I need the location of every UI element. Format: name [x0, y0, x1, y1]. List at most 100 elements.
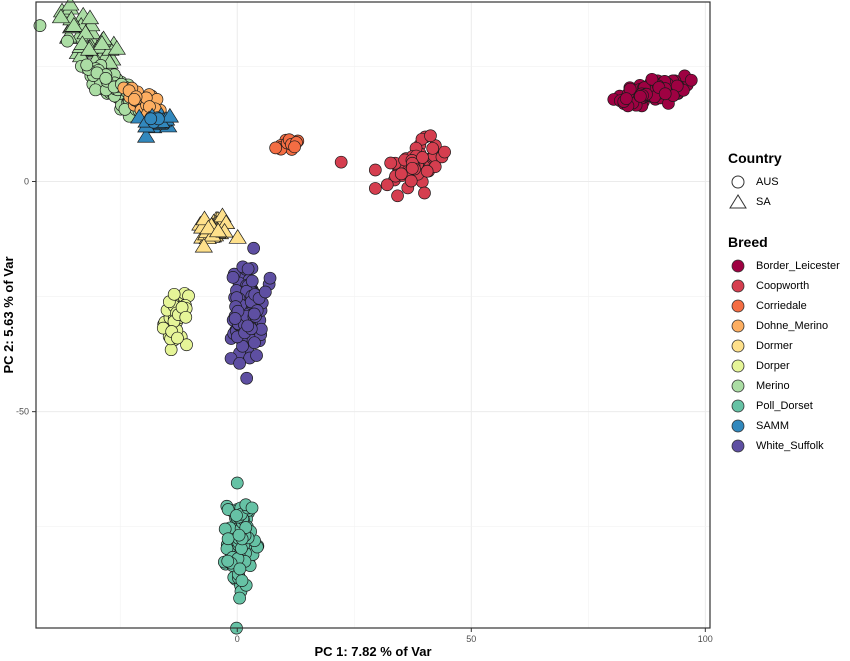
point-white-suffolk-aus	[241, 319, 255, 333]
legend: Country AUS SA Breed Border_Leicester Coop…	[728, 150, 840, 478]
color-swatch-icon	[728, 276, 748, 296]
legend-item-samm: SAMM	[728, 416, 840, 436]
legend-label: Poll_Dorset	[756, 400, 813, 412]
point-coopworth-aus	[426, 142, 440, 155]
color-swatch-icon	[728, 356, 748, 376]
point-poll-dorset-aus	[233, 562, 247, 576]
point-white-suffolk-aus	[226, 271, 240, 284]
point-dohne-merino-aus	[127, 92, 141, 106]
legend-title-breed: Breed	[728, 234, 768, 250]
legend-label: Dohne_Merino	[756, 320, 829, 332]
legend-breed: Breed Border_Leicester Coopworth Corriedal…	[728, 234, 840, 456]
legend-item-merino: Merino	[728, 376, 840, 396]
legend-item-aus: AUS	[728, 172, 840, 192]
point-white-suffolk-aus	[250, 349, 263, 362]
point-samm-aus	[144, 112, 158, 126]
x-tick-label: 50	[466, 634, 476, 644]
point-coopworth-aus	[438, 145, 451, 159]
circle-icon	[728, 172, 748, 192]
color-swatch-icon	[728, 316, 748, 336]
point-poll-dorset-aus	[221, 554, 235, 568]
point-merino-aus	[33, 19, 47, 32]
point-dorper-aus	[164, 343, 178, 357]
point-coopworth-aus	[418, 186, 431, 200]
legend-label: Border_Leicester	[756, 260, 840, 272]
point-coopworth-aus	[394, 167, 408, 181]
point-coopworth-aus	[384, 156, 398, 170]
point-coopworth-aus	[368, 163, 382, 177]
color-swatch-icon	[728, 436, 748, 456]
point-white-suffolk-aus	[263, 271, 277, 285]
point-dorper-aus	[171, 331, 184, 345]
legend-label: SA	[756, 196, 771, 208]
legend-label: AUS	[756, 176, 779, 188]
point-merino-aus	[61, 34, 74, 48]
legend-label: Dorper	[756, 360, 790, 372]
legend-label: SAMM	[756, 420, 789, 432]
y-axis-title: PC 2: 5.63 % of Var	[1, 256, 16, 373]
point-corriedale-aus	[288, 140, 301, 154]
point-coopworth-aus	[368, 182, 382, 195]
point-samm-sa	[160, 107, 180, 123]
legend-item-poll-dorset: Poll_Dorset	[728, 396, 840, 416]
point-poll-dorset-aus	[232, 528, 246, 542]
color-swatch-icon	[728, 396, 748, 416]
point-dorper-aus	[180, 338, 193, 352]
point-coopworth-aus	[405, 161, 419, 175]
point-coopworth-aus	[391, 189, 404, 203]
legend-label: White_Suffolk	[756, 440, 824, 452]
y-axis-ticks: 0 -50	[16, 177, 36, 417]
legend-item-sa: SA	[728, 192, 840, 212]
legend-country: Country AUS SA	[728, 150, 840, 212]
point-merino-sa	[76, 24, 95, 40]
grid-lines	[36, 2, 710, 628]
legend-item-coopworth: Coopworth	[728, 276, 840, 296]
point-white-suffolk-aus	[247, 241, 260, 255]
point-coopworth-aus	[404, 174, 418, 188]
point-dormer-sa	[194, 237, 213, 253]
color-swatch-icon	[728, 296, 748, 316]
data-points	[33, 0, 698, 635]
color-swatch-icon	[728, 256, 748, 276]
point-merino-aus	[99, 72, 113, 85]
y-tick-label: -50	[16, 407, 29, 417]
color-swatch-icon	[728, 376, 748, 396]
point-poll-dorset-aus	[230, 476, 244, 490]
point-dormer-sa	[228, 229, 247, 244]
point-white-suffolk-aus	[245, 274, 259, 288]
x-tick-label: 100	[698, 634, 713, 644]
legend-item-dormer: Dormer	[728, 336, 840, 356]
point-coopworth-aus	[416, 151, 429, 164]
point-merino-sa	[92, 35, 112, 50]
point-coopworth-aus	[380, 178, 394, 192]
point-merino-sa	[107, 39, 126, 55]
legend-label: Merino	[756, 380, 790, 392]
point-poll-dorset-aus	[230, 509, 243, 522]
point-corriedale-aus	[269, 141, 283, 155]
point-poll-dorset-aus	[235, 574, 249, 587]
legend-item-dohne-merino: Dohne_Merino	[728, 316, 840, 336]
point-white-suffolk-aus	[228, 312, 242, 325]
point-dormer-sa	[208, 222, 228, 238]
point-dorper-aus	[167, 287, 181, 301]
point-white-suffolk-aus	[258, 285, 272, 299]
y-tick-label: 0	[24, 177, 29, 187]
point-white-suffolk-aus	[233, 356, 246, 370]
point-dorper-aus	[179, 310, 193, 324]
point-samm-sa	[136, 127, 156, 143]
triangle-icon	[728, 192, 748, 212]
color-swatch-icon	[728, 336, 748, 356]
x-axis-ticks: 0 50 100	[235, 628, 713, 644]
legend-title-country: Country	[728, 150, 782, 166]
legend-item-border-leicester: Border_Leicester	[728, 256, 840, 276]
point-coopworth-aus	[420, 164, 434, 178]
point-merino-sa	[80, 9, 100, 25]
point-coopworth-aus	[334, 155, 348, 169]
x-axis-title: PC 1: 7.82 % of Var	[314, 644, 431, 659]
legend-label: Dormer	[756, 340, 793, 352]
legend-item-white-suffolk: White_Suffolk	[728, 436, 840, 456]
x-tick-label: 0	[235, 634, 240, 644]
point-border-leicester-aus	[619, 92, 633, 105]
panel-border	[35, 1, 711, 629]
